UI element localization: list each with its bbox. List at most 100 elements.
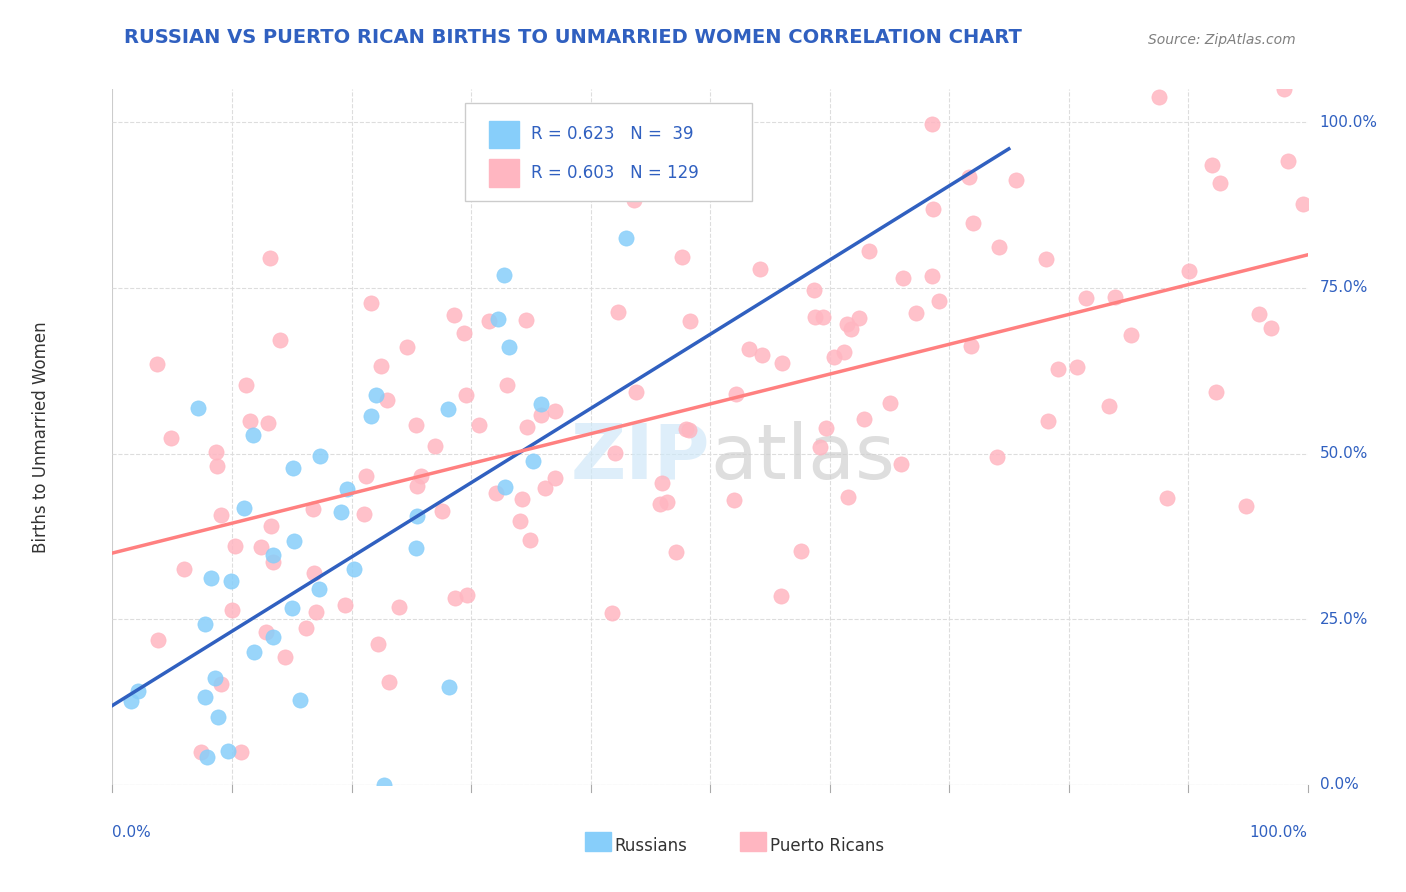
Point [333, 599, 356, 613]
Point [723, 492, 745, 507]
Point [444, 591, 467, 605]
Text: Source: ZipAtlas.com: Source: ZipAtlas.com [1149, 34, 1296, 47]
Point [329, 505, 352, 519]
Point [655, 495, 678, 509]
Point [354, 469, 377, 483]
Point [304, 566, 326, 580]
Point [423, 439, 446, 453]
Text: 25.0%: 25.0% [1320, 612, 1368, 627]
Point [534, 481, 557, 495]
Point [249, 540, 271, 554]
Point [187, 401, 209, 415]
Point [377, 674, 399, 689]
Point [811, 310, 834, 325]
FancyBboxPatch shape [465, 103, 752, 201]
Point [515, 313, 537, 327]
Point [146, 632, 169, 647]
FancyBboxPatch shape [740, 831, 766, 851]
Point [962, 216, 984, 230]
Point [437, 402, 460, 417]
Point [648, 497, 671, 511]
Point [530, 409, 553, 423]
Point [478, 314, 501, 328]
Point [614, 231, 637, 245]
Point [1066, 359, 1088, 374]
Point [367, 637, 389, 651]
Point [242, 428, 264, 442]
Point [396, 340, 419, 354]
Point [1047, 361, 1070, 376]
Point [510, 492, 533, 507]
Point [406, 479, 429, 493]
Point [259, 518, 281, 533]
Point [243, 645, 266, 659]
Point [309, 449, 332, 463]
Point [725, 387, 748, 401]
Point [832, 345, 855, 359]
Point [1205, 385, 1227, 400]
Point [1234, 499, 1257, 513]
Point [679, 314, 702, 328]
Point [229, 745, 252, 759]
Point [665, 545, 688, 559]
Point [543, 471, 565, 485]
Point [370, 359, 392, 373]
Point [770, 356, 793, 370]
Point [1178, 263, 1201, 277]
Point [1156, 491, 1178, 506]
FancyBboxPatch shape [489, 159, 519, 186]
Point [823, 350, 845, 364]
Point [751, 349, 773, 363]
Point [301, 501, 323, 516]
Point [904, 306, 927, 320]
Point [922, 202, 945, 216]
Point [173, 562, 195, 576]
Point [209, 677, 232, 691]
Point [456, 387, 478, 401]
Text: RUSSIAN VS PUERTO RICAN BIRTHS TO UNMARRIED WOMEN CORRELATION CHART: RUSSIAN VS PUERTO RICAN BIRTHS TO UNMARR… [125, 29, 1022, 47]
Point [239, 414, 262, 428]
Point [1277, 153, 1299, 168]
FancyBboxPatch shape [585, 831, 610, 851]
Point [1038, 414, 1060, 428]
Point [986, 450, 1008, 465]
Point [364, 388, 387, 402]
Point [498, 340, 520, 354]
Point [675, 422, 697, 436]
Point [643, 184, 665, 198]
Point [600, 606, 623, 620]
Point [519, 533, 541, 547]
Point [288, 693, 311, 707]
Point [960, 339, 983, 353]
Point [121, 694, 143, 708]
Point [530, 397, 553, 411]
Point [204, 671, 226, 685]
Point [1098, 399, 1121, 413]
Point [190, 745, 212, 759]
Point [443, 308, 465, 322]
Text: atlas: atlas [710, 421, 894, 495]
Point [803, 283, 825, 297]
Point [200, 571, 222, 585]
Text: Russians: Russians [614, 837, 688, 855]
Text: 50.0%: 50.0% [1320, 446, 1368, 461]
Text: Births to Unmarried Women: Births to Unmarried Women [32, 321, 49, 553]
Point [848, 311, 870, 326]
Point [1005, 172, 1028, 186]
Point [468, 418, 491, 433]
Point [749, 262, 772, 277]
Point [626, 384, 648, 399]
Point [377, 393, 399, 408]
Point [852, 411, 875, 425]
Point [456, 588, 478, 602]
Point [235, 378, 257, 392]
Point [373, 778, 395, 792]
Point [224, 540, 246, 554]
FancyBboxPatch shape [489, 120, 519, 148]
Point [209, 508, 232, 522]
Point [921, 268, 943, 283]
Point [1272, 82, 1295, 96]
Point [486, 312, 509, 326]
Point [522, 454, 544, 468]
Point [1104, 290, 1126, 304]
